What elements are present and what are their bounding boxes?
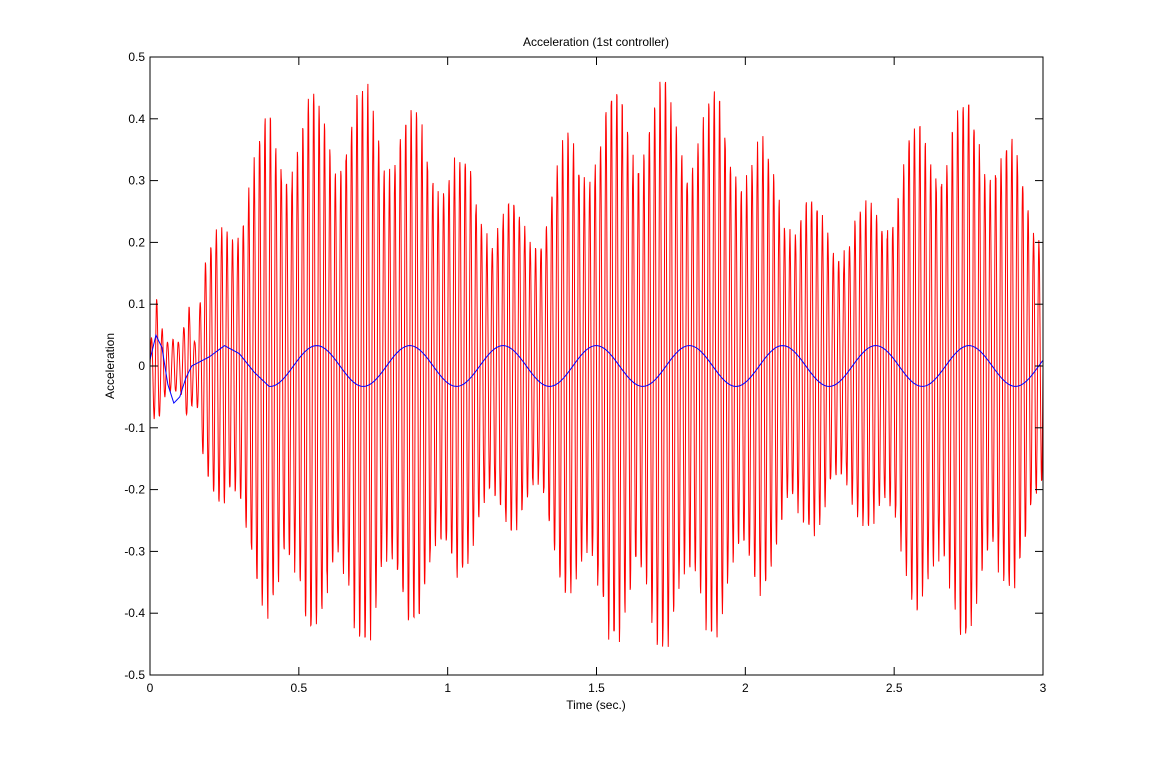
ticks-layer: 0 0.5 1 1.5 2 2.5 3 -0.5 -0.4 -0.3 -0.2 -0.1 0 0.1 0.2… bbox=[124, 50, 1046, 695]
x-tick-label: 1 bbox=[444, 681, 451, 695]
x-tick-label: 3 bbox=[1040, 681, 1047, 695]
y-tick-label: 0.1 bbox=[128, 297, 145, 311]
series-layer bbox=[149, 81, 1044, 647]
x-tick-label: 1.5 bbox=[588, 681, 605, 695]
y-axis-label: Acceleration bbox=[103, 333, 117, 399]
x-tick-label: 0.5 bbox=[290, 681, 307, 695]
x-tick-label: 0 bbox=[147, 681, 154, 695]
y-tick-label: -0.4 bbox=[124, 606, 145, 620]
y-tick-label: 0.5 bbox=[128, 50, 145, 64]
chart-title: Acceleration (1st controller) bbox=[523, 35, 669, 49]
y-tick-label: 0 bbox=[138, 359, 145, 373]
y-tick-label: -0.2 bbox=[124, 483, 145, 497]
x-tick-label: 2 bbox=[742, 681, 749, 695]
y-tick-label: -0.1 bbox=[124, 421, 145, 435]
y-tick-label: 0.2 bbox=[128, 235, 145, 249]
y-tick-label: -0.3 bbox=[124, 544, 145, 558]
x-axis-label: Time (sec.) bbox=[566, 698, 626, 712]
series-line-blue bbox=[149, 333, 1044, 405]
y-tick-label: 0.3 bbox=[128, 174, 145, 188]
y-tick-label: 0.4 bbox=[128, 112, 145, 126]
y-tick-label: -0.5 bbox=[124, 668, 145, 682]
series-line-red bbox=[149, 81, 1044, 647]
x-tick-label: 2.5 bbox=[886, 681, 903, 695]
